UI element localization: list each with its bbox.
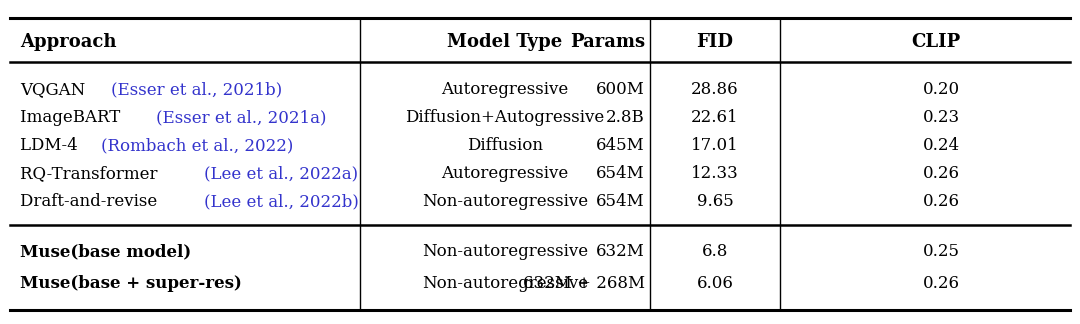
Text: 17.01: 17.01: [691, 137, 739, 155]
Text: 0.25: 0.25: [923, 244, 960, 260]
Text: 6.8: 6.8: [702, 244, 728, 260]
Text: 12.33: 12.33: [691, 166, 739, 182]
Text: 0.20: 0.20: [923, 82, 960, 98]
Text: 645M: 645M: [596, 137, 645, 155]
Text: 0.24: 0.24: [923, 137, 960, 155]
Text: 0.23: 0.23: [923, 110, 960, 126]
Text: Non-autoregressive: Non-autoregressive: [422, 275, 589, 293]
Text: 2.8B: 2.8B: [606, 110, 645, 126]
Text: Non-autoregressive: Non-autoregressive: [422, 193, 589, 211]
Text: Non-autoregressive: Non-autoregressive: [422, 244, 589, 260]
Text: Autoregressive: Autoregressive: [442, 166, 569, 182]
Text: 22.61: 22.61: [691, 110, 739, 126]
Text: (Esser et al., 2021b): (Esser et al., 2021b): [111, 82, 282, 98]
Text: Draft-and-revise: Draft-and-revise: [21, 193, 162, 211]
Text: (Rombach et al., 2022): (Rombach et al., 2022): [102, 137, 294, 155]
Text: 0.26: 0.26: [923, 275, 960, 293]
Text: VQGAN: VQGAN: [21, 82, 91, 98]
Text: 6.06: 6.06: [697, 275, 733, 293]
Text: CLIP: CLIP: [910, 33, 960, 51]
Text: Autoregressive: Autoregressive: [442, 82, 569, 98]
Text: (Lee et al., 2022b): (Lee et al., 2022b): [204, 193, 359, 211]
Text: 9.65: 9.65: [697, 193, 733, 211]
Text: Params: Params: [570, 33, 645, 51]
Text: FID: FID: [697, 33, 733, 51]
Text: LDM-4: LDM-4: [21, 137, 83, 155]
Text: 632M: 632M: [596, 244, 645, 260]
Text: Model Type: Model Type: [447, 33, 563, 51]
Text: 654M: 654M: [596, 166, 645, 182]
Text: (Esser et al., 2021a): (Esser et al., 2021a): [157, 110, 326, 126]
Text: Approach: Approach: [21, 33, 117, 51]
Text: Diffusion+Autogressive: Diffusion+Autogressive: [405, 110, 605, 126]
Text: Muse(base model): Muse(base model): [21, 244, 191, 260]
Text: Muse(base + super-res): Muse(base + super-res): [21, 275, 242, 293]
Text: ImageBART: ImageBART: [21, 110, 125, 126]
Text: Diffusion: Diffusion: [467, 137, 543, 155]
Text: (Lee et al., 2022a): (Lee et al., 2022a): [204, 166, 359, 182]
Text: RQ-Transformer: RQ-Transformer: [21, 166, 163, 182]
Text: 600M: 600M: [596, 82, 645, 98]
Text: 0.26: 0.26: [923, 193, 960, 211]
Text: 654M: 654M: [596, 193, 645, 211]
Text: 28.86: 28.86: [691, 82, 739, 98]
Text: 0.26: 0.26: [923, 166, 960, 182]
Text: 632M + 268M: 632M + 268M: [523, 275, 645, 293]
